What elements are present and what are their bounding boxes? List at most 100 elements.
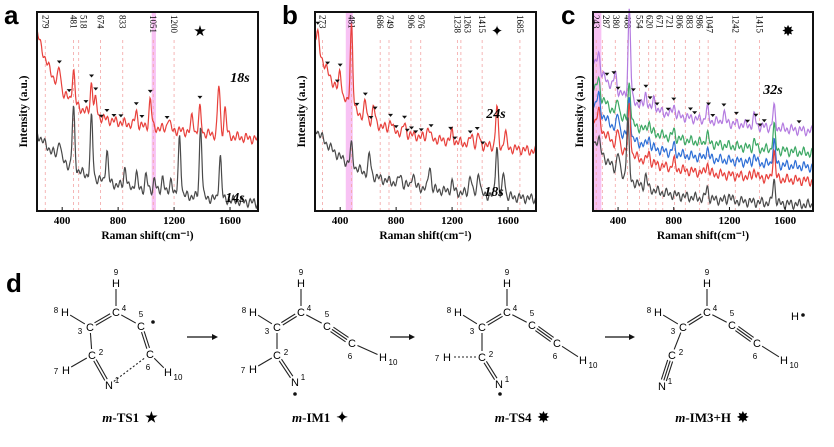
peak-marker	[448, 126, 454, 130]
highlight-band	[593, 12, 602, 211]
x-tick-label: 800	[666, 215, 683, 227]
peak-label: 1200	[169, 15, 179, 34]
atom-c6: C	[753, 338, 761, 350]
x-tick-label: 800	[388, 215, 405, 227]
peak-label: 833	[118, 15, 128, 29]
atom-hfree: H	[791, 311, 799, 323]
panel-letter-a: a	[4, 0, 19, 30]
x-tick-label: 1600	[219, 215, 242, 227]
y-axis-label: Intensity (a.u.)	[296, 75, 308, 147]
peak-marker	[671, 97, 677, 101]
atom-h8: H	[454, 307, 462, 319]
peak-label: 380	[611, 15, 621, 29]
bond	[512, 314, 527, 323]
atom-number: 8	[647, 306, 652, 315]
peak-marker	[372, 106, 378, 110]
peak-label: 1685	[515, 15, 525, 34]
series-label: 18s	[484, 185, 504, 200]
structure-label: m-IM1 ✦	[292, 410, 348, 426]
panel-letter-d: d	[6, 268, 22, 298]
structure-label: m-TS4 ✸	[495, 410, 550, 426]
atom-number: 4	[513, 304, 518, 313]
structure-label: m-TS1 ★	[102, 410, 158, 426]
bond	[93, 360, 106, 381]
panel-letter-b: b	[282, 0, 298, 30]
atom-h9: H	[297, 278, 305, 290]
bond	[738, 325, 754, 338]
species-symbol: ✸	[736, 410, 749, 426]
spectrum-line-14s	[36, 105, 259, 210]
atom-number: 9	[114, 268, 119, 277]
species-symbol: ✦	[491, 24, 504, 40]
peak-marker	[388, 113, 394, 117]
atom-n1: N	[495, 379, 503, 391]
atom-c3: C	[273, 322, 281, 334]
atom-h7: H	[443, 352, 451, 364]
atom-number: 10	[389, 358, 398, 367]
peak-label: 883	[685, 15, 695, 29]
structure-name: -IM1	[302, 410, 330, 425]
atom-number: 5	[139, 310, 144, 319]
bond	[486, 313, 502, 324]
structure-prefix: m	[675, 410, 685, 425]
bond	[70, 357, 88, 368]
peak-marker	[654, 102, 660, 106]
structure-prefix: m	[495, 410, 505, 425]
atom-n1: N	[105, 380, 113, 392]
bond	[282, 315, 297, 326]
chart-panel-c: c 243 287 380 468 554 620 671 721 806 883 986 1047 12…	[561, 0, 814, 242]
atom-number: 7	[241, 366, 246, 375]
bond	[331, 328, 348, 341]
peak-label: 287	[601, 15, 611, 29]
bond	[561, 345, 579, 358]
bond	[535, 330, 551, 343]
peak-label: 721	[665, 15, 675, 29]
arrow-head-icon	[212, 334, 218, 340]
peak-marker	[452, 136, 458, 140]
atom-number: 10	[589, 361, 598, 370]
structure-name: -TS4	[505, 410, 532, 425]
peak-marker	[334, 79, 340, 83]
atom-h8: H	[249, 307, 257, 319]
peak-marker	[93, 87, 99, 91]
x-axis-label: Raman shift(cm⁻¹)	[379, 230, 471, 242]
peak-label: 1238	[452, 15, 462, 34]
atom-number: 3	[78, 327, 83, 336]
bond	[330, 331, 346, 343]
peak-label: 1047	[705, 15, 715, 34]
radical-dot-icon	[498, 392, 502, 396]
atom-number: 5	[325, 310, 330, 319]
peak-marker	[393, 125, 399, 129]
x-tick-label: 1600	[497, 215, 520, 227]
spectrum-line-18s	[314, 127, 537, 205]
peak-label: 279	[40, 15, 50, 29]
peak-marker	[796, 120, 802, 124]
x-tick-label: 1200	[718, 215, 741, 227]
bond	[761, 345, 780, 358]
atom-c3: C	[679, 322, 687, 334]
peak-marker	[66, 89, 72, 93]
radical-dot-icon	[151, 320, 155, 324]
bond	[662, 314, 679, 325]
atom-number: 1	[505, 375, 510, 384]
chart-panel-b: b 273 481 686 749 906 976 1238 1263 1415 1685 ✦ 24s 1…	[282, 0, 537, 242]
atom-c5: C	[323, 321, 331, 333]
atom-h10: H	[379, 352, 387, 364]
bond	[538, 325, 554, 338]
series-label: 32s	[762, 83, 783, 98]
peak-marker	[368, 115, 374, 119]
atom-number: 3	[470, 327, 475, 336]
bond	[665, 361, 674, 382]
panel-letter-c: c	[561, 0, 575, 30]
bond	[89, 332, 93, 350]
arrow-head-icon	[409, 334, 415, 340]
atom-h9: H	[703, 278, 711, 290]
peak-marker	[636, 99, 642, 103]
atom-c2: C	[88, 350, 96, 362]
bond	[153, 357, 165, 369]
series-label: 18s	[230, 71, 250, 86]
peak-label: 1415	[477, 15, 487, 34]
atom-c5: C	[728, 320, 736, 332]
atom-number: 6	[553, 352, 558, 361]
structure-prefix: m	[102, 410, 112, 425]
